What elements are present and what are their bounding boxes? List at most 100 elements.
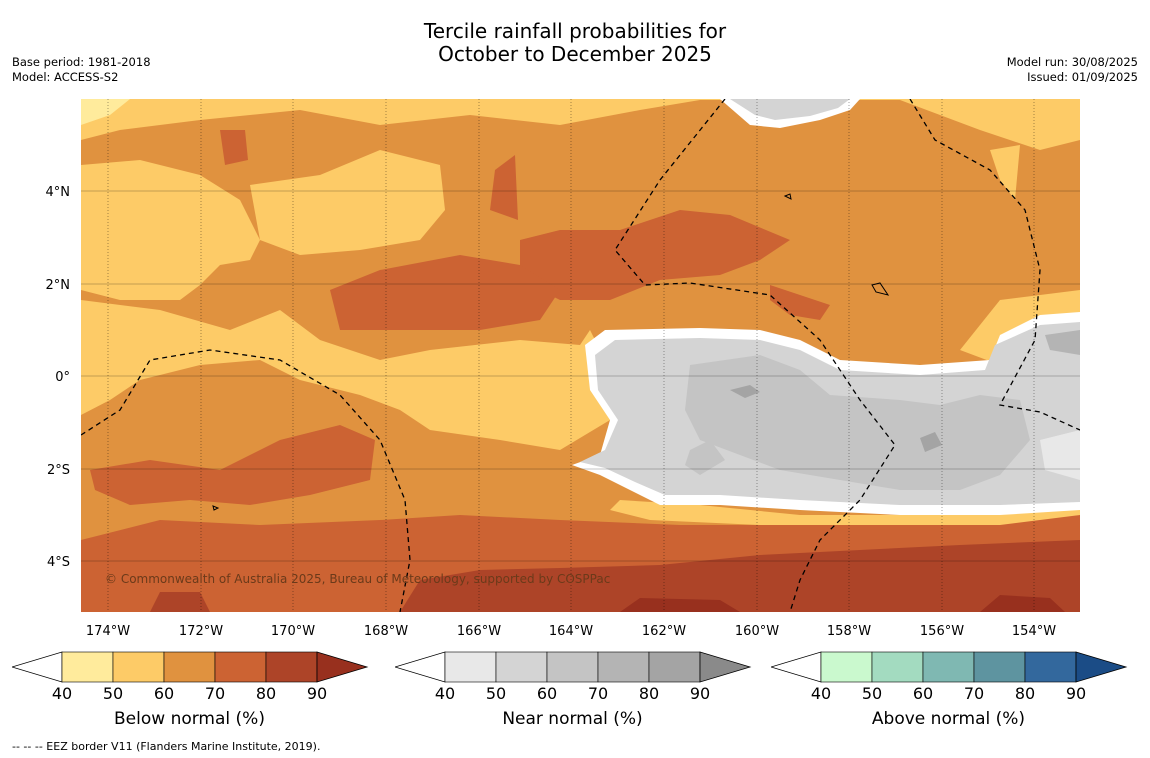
field-below-80-90 <box>400 540 1080 612</box>
model-text: Model: ACCESS-S2 <box>12 70 119 84</box>
colorbar-tick-label: 90 <box>306 684 328 703</box>
field-below-50-60 <box>610 495 1080 525</box>
eez-borders <box>81 99 1080 612</box>
model-run-text: Model run: 30/08/2025 <box>1006 55 1138 69</box>
colorbar-tick-label: 40 <box>810 684 832 703</box>
longitude-label: 156°W <box>920 624 964 639</box>
field-below-80-90 <box>150 592 210 612</box>
field-below-50-60 <box>990 145 1020 200</box>
latitude-label: 2°N <box>46 278 71 293</box>
latitude-labels: 4°N 2°N 0° 2°S 4°S <box>46 185 71 570</box>
colorbar-segment <box>648 651 701 683</box>
colorbar-segment <box>61 651 114 683</box>
colorbar-extend-high <box>699 651 752 683</box>
field-below-70-80 <box>330 255 560 330</box>
colorbar-extend-low <box>771 651 822 683</box>
field-below-70-80 <box>770 285 830 320</box>
eez-footer-note: -- -- -- EEZ border V11 (Flanders Marine… <box>12 740 321 753</box>
graticule <box>81 99 1080 612</box>
island-outline <box>212 505 220 511</box>
colorbar-tick-label: 50 <box>102 684 124 703</box>
copyright-text: © Commonwealth of Australia 2025, Bureau… <box>105 572 610 586</box>
eez-border-line <box>909 99 1080 431</box>
colorbar-tick-label: 70 <box>963 684 985 703</box>
colorbar-tick-label: 80 <box>1014 684 1036 703</box>
colorbar-segment <box>214 651 267 683</box>
latitude-label: 0° <box>55 370 70 385</box>
colorbar-tick-label: 50 <box>485 684 507 703</box>
field-near-60-70 <box>685 355 1030 490</box>
colorbar-segment <box>495 651 548 683</box>
colorbar-tick-label: 70 <box>204 684 226 703</box>
colorbar-title: Below normal (%) <box>114 709 265 729</box>
rainfall-probability-map: © Commonwealth of Australia 2025, Bureau… <box>46 99 1080 639</box>
longitude-label: 162°W <box>642 624 686 639</box>
longitude-label: 174°W <box>86 624 130 639</box>
colorbar-tick-label: 80 <box>255 684 277 703</box>
field-near-80-90 <box>920 432 942 452</box>
colorbar <box>771 651 1128 683</box>
island-outline <box>783 193 792 200</box>
latitude-label: 4°S <box>47 555 70 570</box>
field-below-50-60 <box>81 99 1080 150</box>
colorbar-segment <box>871 651 924 683</box>
field-below-90-plus <box>980 595 1065 612</box>
longitude-label: 160°W <box>735 624 779 639</box>
longitude-label: 164°W <box>549 624 593 639</box>
colorbar-extend-low <box>12 651 63 683</box>
colorbar-tick-label: 90 <box>1065 684 1087 703</box>
field-below-70-80 <box>490 155 518 220</box>
colorbar-tick-label: 40 <box>434 684 456 703</box>
latitude-label: 2°S <box>47 463 70 478</box>
chart-title-line2: October to December 2025 <box>438 42 712 66</box>
colorbar-tick-label: 90 <box>689 684 711 703</box>
eez-border-line <box>81 349 411 612</box>
meta-right: Model run: 30/08/2025 Issued: 01/09/2025 <box>1007 55 1138 85</box>
colorbar-segment <box>163 651 216 683</box>
colorbar-title: Above normal (%) <box>871 709 1026 729</box>
longitude-label: 170°W <box>271 624 315 639</box>
colorbar <box>12 651 369 683</box>
colorbar-segment <box>597 651 650 683</box>
longitude-label: 168°W <box>364 624 408 639</box>
islands <box>212 193 890 511</box>
colorbar-segment <box>973 651 1026 683</box>
colorbar-title: Near normal (%) <box>502 709 643 729</box>
colorbar-tick-label: 50 <box>861 684 883 703</box>
colorbar-extend-low <box>395 651 446 683</box>
longitude-label: 166°W <box>457 624 501 639</box>
meta-left: Base period: 1981-2018 Model: ACCESS-S2 <box>12 55 151 85</box>
colorbar-extend-high <box>1075 651 1128 683</box>
field-below-40-50 <box>81 99 130 125</box>
colorbar-segment <box>820 651 873 683</box>
field-below-70-80 <box>90 425 375 505</box>
longitude-label: 172°W <box>179 624 223 639</box>
latitude-label: 4°N <box>46 185 71 200</box>
colorbar-tick-label: 40 <box>51 684 73 703</box>
longitude-label: 158°W <box>827 624 871 639</box>
colorbar-tick-label: 80 <box>638 684 660 703</box>
eez-border-line <box>614 99 896 612</box>
field-below-50-60 <box>81 300 610 450</box>
field-near-60-70 <box>685 440 725 475</box>
field-near-40-50 <box>1040 430 1080 480</box>
colorbar-segment <box>1024 651 1077 683</box>
issued-text: Issued: 01/09/2025 <box>1027 70 1138 84</box>
field-below-70-80 <box>520 210 790 300</box>
field-below-50-60 <box>250 150 445 255</box>
field-below-70-80 <box>220 130 248 165</box>
island-outline <box>871 282 890 296</box>
field-near-50-60 <box>730 99 850 120</box>
field-below-50-60 <box>81 160 260 300</box>
colorbar-tick-label: 60 <box>536 684 558 703</box>
colorbar-segment <box>922 651 975 683</box>
colorbar-segment <box>265 651 318 683</box>
longitude-label: 154°W <box>1012 624 1056 639</box>
colorbar-tick-label: 70 <box>587 684 609 703</box>
chart-title-line1: Tercile rainfall probabilities for <box>423 19 727 43</box>
colorbar-extend-high <box>316 651 369 683</box>
longitude-labels: 174°W 172°W 170°W 168°W 166°W 164°W 162°W 160°W… <box>86 624 1056 639</box>
map-fields <box>81 99 1080 612</box>
colorbar-tick-label: 60 <box>153 684 175 703</box>
field-near-70-80 <box>1045 330 1080 355</box>
